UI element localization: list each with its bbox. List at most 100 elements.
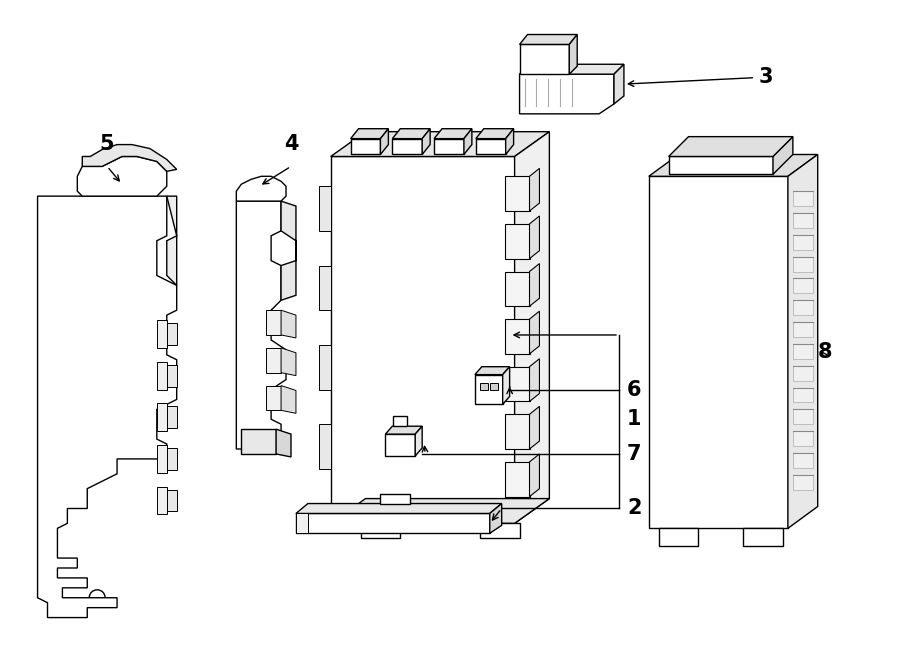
Polygon shape — [529, 216, 539, 259]
Polygon shape — [266, 348, 281, 373]
Polygon shape — [166, 448, 176, 470]
Bar — [793, 235, 813, 250]
Polygon shape — [319, 424, 330, 469]
Polygon shape — [505, 224, 529, 259]
Polygon shape — [505, 462, 529, 496]
Polygon shape — [361, 524, 400, 538]
Polygon shape — [519, 34, 577, 44]
Polygon shape — [296, 504, 501, 514]
Polygon shape — [476, 138, 506, 154]
Polygon shape — [241, 429, 276, 454]
Polygon shape — [266, 310, 281, 335]
Polygon shape — [519, 44, 570, 74]
Polygon shape — [743, 528, 783, 546]
Polygon shape — [82, 144, 176, 171]
Polygon shape — [296, 514, 490, 534]
Polygon shape — [319, 265, 330, 310]
Polygon shape — [393, 416, 408, 426]
Polygon shape — [434, 128, 472, 138]
Polygon shape — [649, 154, 818, 176]
Polygon shape — [529, 454, 539, 496]
Bar — [793, 344, 813, 359]
Polygon shape — [434, 138, 464, 154]
Bar — [793, 191, 813, 206]
Polygon shape — [415, 426, 422, 456]
Bar — [490, 383, 498, 391]
Bar — [793, 279, 813, 293]
Polygon shape — [385, 426, 422, 434]
Polygon shape — [296, 514, 308, 534]
Polygon shape — [281, 201, 296, 301]
Polygon shape — [276, 429, 291, 457]
Polygon shape — [490, 504, 501, 534]
Bar — [649, 176, 788, 528]
Polygon shape — [392, 138, 422, 154]
Bar — [793, 431, 813, 446]
Polygon shape — [330, 498, 549, 524]
Text: 3: 3 — [628, 67, 772, 87]
Polygon shape — [166, 323, 176, 345]
Bar — [793, 409, 813, 424]
Polygon shape — [529, 263, 539, 307]
Polygon shape — [529, 311, 539, 354]
Polygon shape — [529, 168, 539, 211]
Polygon shape — [77, 156, 166, 196]
Bar — [793, 475, 813, 490]
Polygon shape — [480, 524, 519, 538]
Text: 7: 7 — [627, 444, 642, 464]
Polygon shape — [38, 196, 176, 618]
Polygon shape — [519, 64, 624, 74]
Polygon shape — [330, 132, 549, 156]
Polygon shape — [519, 74, 614, 114]
Polygon shape — [166, 490, 176, 512]
Polygon shape — [319, 186, 330, 231]
Polygon shape — [669, 156, 773, 174]
Polygon shape — [351, 128, 389, 138]
Polygon shape — [505, 176, 529, 211]
Polygon shape — [157, 403, 166, 431]
Polygon shape — [237, 176, 286, 201]
Polygon shape — [529, 406, 539, 449]
Polygon shape — [237, 201, 286, 449]
Polygon shape — [166, 406, 176, 428]
Polygon shape — [281, 385, 296, 413]
Polygon shape — [614, 64, 624, 104]
Text: 8: 8 — [818, 342, 832, 362]
Polygon shape — [505, 414, 529, 449]
Polygon shape — [392, 128, 430, 138]
Polygon shape — [475, 367, 509, 375]
Text: 5: 5 — [100, 134, 114, 154]
Polygon shape — [515, 132, 549, 524]
Bar — [793, 322, 813, 337]
Bar — [793, 301, 813, 315]
Polygon shape — [319, 345, 330, 389]
Polygon shape — [381, 494, 410, 504]
Polygon shape — [505, 271, 529, 307]
Polygon shape — [157, 487, 166, 514]
Polygon shape — [166, 196, 176, 285]
Text: 1: 1 — [627, 409, 642, 429]
Polygon shape — [669, 136, 793, 156]
Bar — [793, 387, 813, 402]
Polygon shape — [351, 138, 381, 154]
Bar — [793, 213, 813, 228]
Polygon shape — [464, 128, 472, 154]
Bar — [330, 156, 515, 524]
Bar — [793, 453, 813, 468]
Polygon shape — [570, 34, 577, 74]
Bar — [793, 365, 813, 381]
Polygon shape — [166, 365, 176, 387]
Polygon shape — [529, 359, 539, 401]
Polygon shape — [422, 128, 430, 154]
Polygon shape — [157, 320, 166, 348]
Text: 4: 4 — [284, 134, 298, 154]
Polygon shape — [503, 367, 509, 404]
Polygon shape — [506, 128, 514, 154]
Polygon shape — [157, 445, 166, 473]
Polygon shape — [505, 367, 529, 401]
Polygon shape — [475, 375, 503, 404]
Text: 6: 6 — [627, 379, 642, 399]
Bar — [480, 383, 488, 391]
Polygon shape — [281, 348, 296, 375]
Bar — [793, 257, 813, 271]
